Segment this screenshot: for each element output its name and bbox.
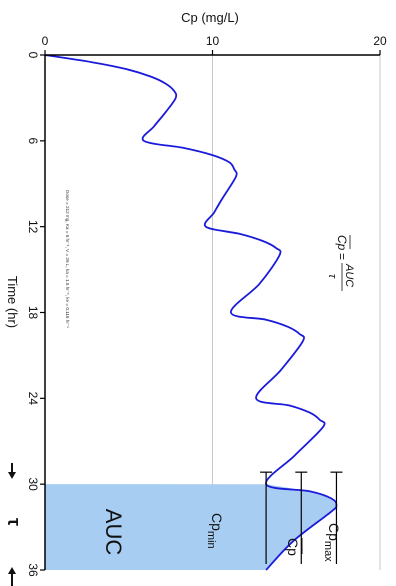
formula-denominator: τ <box>326 274 338 279</box>
cp-max-text: Cp <box>326 523 342 541</box>
x-tick-label: 12 <box>26 220 40 234</box>
svg-text:Cpmin: Cpmin <box>205 513 225 549</box>
y-axis-title: Cp (mg/L) <box>181 10 239 25</box>
auc-shaded-area <box>45 484 337 570</box>
svg-text:Cpmax: Cpmax <box>322 523 342 562</box>
cp-min-label: Cpmin <box>205 513 225 549</box>
average-cp-formula: Cp = AUC τ <box>326 235 355 291</box>
axes <box>40 50 381 571</box>
x-tick-label: 36 <box>26 563 40 577</box>
cp-max-label: Cpmax <box>322 523 342 562</box>
tau-interval-indicator: τ <box>4 463 24 586</box>
y-tick-label: 0 <box>42 34 49 48</box>
y-tick-label: 20 <box>373 34 387 48</box>
tick-labels: 0 6 12 18 24 30 36 0 10 20 <box>26 34 387 577</box>
cp-min-sub: min <box>205 531 217 549</box>
formula-numerator: AUC <box>343 263 355 287</box>
svg-text:Cp: Cp <box>285 538 301 556</box>
y-tick-label: 10 <box>206 34 220 48</box>
auc-label: AUC <box>101 509 126 556</box>
arrow-up-icon <box>8 567 16 574</box>
curve-line <box>44 54 338 571</box>
x-axis-title: Time (hr) <box>5 276 20 328</box>
arrow-down-icon <box>8 472 16 479</box>
x-tick-label: 30 <box>26 477 40 491</box>
formula-equals: = <box>335 253 349 260</box>
cp-max-sub: max <box>322 541 334 562</box>
x-tick-label: 24 <box>26 392 40 406</box>
cp-avg-label: Cp <box>285 538 303 556</box>
auc-fill <box>45 484 337 570</box>
x-tick-label: 6 <box>26 137 40 144</box>
concentration-curve <box>44 54 338 571</box>
reference-lines <box>260 471 343 564</box>
x-tick-label: 0 <box>26 52 40 59</box>
grid-lines <box>212 55 381 570</box>
x-tick-label: 18 <box>26 306 40 320</box>
cp-min-text: Cp <box>209 513 225 531</box>
dosing-note: Dose = 212 mg, Ka = 6 hr⁻¹, V = 26 L, ka… <box>65 190 70 328</box>
formula-cp: Cp <box>335 235 349 251</box>
tau-label: τ <box>4 518 24 526</box>
